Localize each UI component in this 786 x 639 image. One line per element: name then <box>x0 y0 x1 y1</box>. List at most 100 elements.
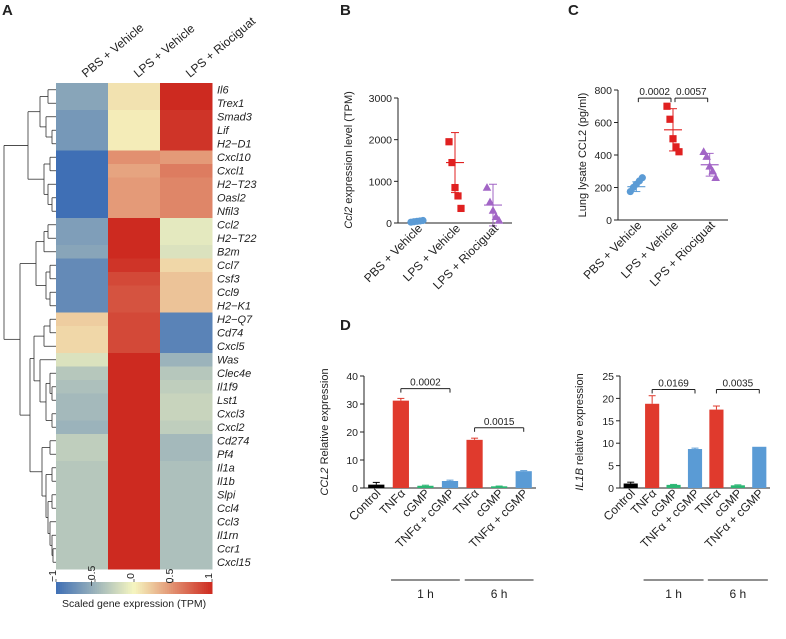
heatmap-cell <box>108 542 161 556</box>
gene-label: Il1f9 <box>217 382 238 394</box>
heatmap-cell <box>160 231 213 246</box>
heatmap-cell <box>56 164 109 178</box>
gene-label: Cxcl1 <box>217 166 245 178</box>
colorbar-segment <box>161 582 164 594</box>
gene-label: Lst1 <box>217 395 238 407</box>
colorbar-segment <box>182 582 186 594</box>
colorbar-segment <box>67 582 71 594</box>
heatmap-cell <box>56 204 109 219</box>
heatmap-cell <box>160 474 213 489</box>
colorbar-segment <box>167 582 170 594</box>
heatmap-cell <box>160 110 213 124</box>
heatmap-cell <box>108 177 161 192</box>
colorbar-segment <box>128 582 131 594</box>
heatmap-cell <box>108 501 161 516</box>
colorbar-segment <box>190 582 193 594</box>
data-point <box>711 173 720 181</box>
gene-label: Nfil3 <box>217 206 240 218</box>
gene-label: Ccl7 <box>217 260 240 272</box>
colorbar-segment <box>57 582 61 594</box>
colorbar-segment <box>59 582 63 594</box>
colorbar-segment <box>196 582 199 594</box>
time-group-label: 6 h <box>491 587 508 601</box>
heatmap-cell <box>56 407 109 421</box>
colorbar-segment <box>81 582 84 594</box>
gene-label: Ccr1 <box>217 544 240 556</box>
colorbar-segment <box>202 582 205 594</box>
y-tick-label: 5 <box>608 461 614 473</box>
x-category-label: LPS + Riociguat <box>430 221 501 292</box>
y-tick-label: 10 <box>346 455 358 467</box>
colorbar-segment <box>110 582 114 594</box>
heatmap-cell <box>160 353 213 367</box>
heatmap-cell <box>56 285 109 300</box>
bar <box>687 449 703 488</box>
bar <box>491 486 508 488</box>
gene-label: Il6 <box>217 85 230 97</box>
heatmap-cell <box>160 150 213 165</box>
colorbar-segment <box>165 582 168 594</box>
colorbar-segment <box>163 582 166 594</box>
heatmap-cell <box>56 96 109 111</box>
colorbar-segment <box>155 582 158 594</box>
colorbar-segment <box>141 582 145 594</box>
y-axis-label-gene: CCL2 <box>319 467 331 495</box>
gene-label: Oasl2 <box>217 193 246 205</box>
colorbar-tick-label: −0.5 <box>86 565 98 586</box>
colorbar-segment <box>61 582 65 594</box>
y-tick-label: 15 <box>602 416 614 428</box>
heatmap-cell <box>56 434 109 448</box>
bar <box>368 484 385 488</box>
heatmap-cell <box>160 204 213 219</box>
heatmap-cell <box>108 326 161 340</box>
bar <box>752 446 767 488</box>
colorbar-segment <box>178 582 182 594</box>
colorbar-segment <box>130 582 133 594</box>
colorbar-segment <box>149 582 153 594</box>
colorbar-segment <box>126 582 129 594</box>
colorbar-segment <box>132 582 135 594</box>
heatmap-cell <box>56 312 109 327</box>
heatmap-cell <box>108 515 161 529</box>
y-tick-label: 600 <box>594 118 612 130</box>
colorbar-segment <box>102 582 106 594</box>
heatmap-cell <box>108 420 161 435</box>
colorbar-segment <box>173 582 176 594</box>
heatmap-cell <box>160 96 213 111</box>
heatmap-cell <box>160 164 213 178</box>
gene-label: Cd274 <box>217 436 249 448</box>
colorbar-segment <box>98 582 102 594</box>
heatmap-cell <box>108 258 161 273</box>
heatmap-cell <box>160 393 213 408</box>
heatmap-cell <box>56 191 109 205</box>
heatmap-cell <box>108 164 161 178</box>
y-tick-label: 0 <box>386 218 392 230</box>
colorbar-segment <box>147 582 151 594</box>
colorbar-tick-label: 0.5 <box>164 569 176 584</box>
heatmap-cell <box>56 515 109 529</box>
colorbar-segment <box>151 582 154 594</box>
bar <box>466 439 483 488</box>
colorbar-segment <box>112 582 115 594</box>
colorbar-segment <box>122 582 125 594</box>
heatmap-cell <box>160 272 213 286</box>
data-point <box>666 115 674 123</box>
colorbar-segment <box>120 582 123 594</box>
time-group-label: 1 h <box>665 587 682 601</box>
y-tick-label: 20 <box>346 427 358 439</box>
colorbar-segment <box>56 582 59 594</box>
gene-label: Il1rn <box>217 530 238 542</box>
x-category-label: LPS + Riociguat <box>647 218 718 289</box>
y-tick-label: 0 <box>608 483 614 495</box>
heatmap-cell <box>56 272 109 286</box>
heatmap-cell <box>160 218 213 232</box>
colorbar-segment <box>210 582 213 594</box>
gene-label: Cxcl5 <box>217 341 245 353</box>
heatmap-cell <box>160 501 213 516</box>
heatmap-cell <box>108 110 161 124</box>
y-axis-label: IL1B relative expression <box>574 373 586 490</box>
colorbar-segment <box>104 582 108 594</box>
colorbar-segment <box>93 582 96 594</box>
